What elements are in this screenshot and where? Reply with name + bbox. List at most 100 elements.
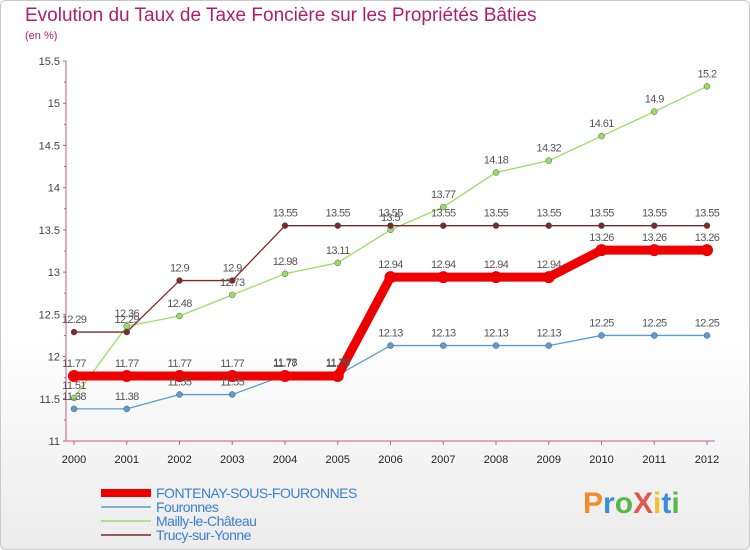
data-point xyxy=(651,222,658,229)
data-point xyxy=(703,222,711,229)
logo-letter: t xyxy=(661,487,672,520)
y-tick-label: 14.5 xyxy=(39,140,60,152)
data-label: 12.9 xyxy=(223,263,242,275)
data-point xyxy=(492,342,500,349)
data-point xyxy=(440,222,447,229)
data-point xyxy=(492,169,500,176)
data-point xyxy=(70,405,78,413)
data-label: 11.38 xyxy=(62,391,86,403)
data-label: 12.94 xyxy=(536,259,561,271)
logo-letter: X xyxy=(633,487,654,520)
logo-letter: r xyxy=(603,487,615,520)
data-point xyxy=(334,259,341,267)
data-label: 13.55 xyxy=(378,208,403,220)
data-label: 11.51 xyxy=(62,380,86,392)
proxiti-logo: ProXiti xyxy=(583,487,680,521)
data-label: 11.77 xyxy=(62,358,86,370)
data-point xyxy=(545,157,552,164)
x-tick-label: 2001 xyxy=(115,454,139,466)
y-tick-label: 15.5 xyxy=(39,56,60,68)
data-label: 12.9 xyxy=(170,263,189,275)
chart-title: Evolution du Taux de Taxe Foncière sur l… xyxy=(25,5,537,26)
x-tick-label: 2005 xyxy=(326,454,350,466)
data-label: 14.61 xyxy=(589,118,614,130)
data-label: 13.26 xyxy=(695,232,720,244)
data-label: 11.77 xyxy=(273,358,297,370)
data-label: 12.48 xyxy=(167,298,192,310)
data-label: 12.29 xyxy=(62,314,87,326)
y-tick-label: 14 xyxy=(48,183,60,195)
data-label: 12.98 xyxy=(273,256,298,268)
data-point xyxy=(598,332,605,339)
data-label: 13.55 xyxy=(642,208,667,220)
data-label: 11.77 xyxy=(326,358,350,370)
data-point xyxy=(387,342,394,349)
data-label: 13.11 xyxy=(326,245,350,257)
data-label: 13.77 xyxy=(431,189,456,201)
data-label: 13.55 xyxy=(325,208,350,220)
x-tick-label: 2003 xyxy=(220,454,244,466)
data-point xyxy=(598,132,605,140)
data-label: 12.25 xyxy=(642,317,667,329)
data-label: 12.13 xyxy=(484,328,509,340)
data-label: 12.13 xyxy=(378,328,403,340)
legend-label: Mailly-le-Château xyxy=(156,513,256,529)
data-point xyxy=(703,83,711,90)
data-label: 14.18 xyxy=(484,154,509,166)
data-label: 13.55 xyxy=(589,208,614,220)
x-tick-label: 2010 xyxy=(589,454,613,466)
data-label: 13.26 xyxy=(642,232,667,244)
x-tick-label: 2012 xyxy=(695,454,719,466)
data-point xyxy=(492,222,500,229)
data-label: 11.38 xyxy=(115,391,139,403)
data-label: 12.94 xyxy=(431,259,456,271)
data-point xyxy=(651,332,658,339)
data-label: 12.25 xyxy=(589,317,614,329)
data-point xyxy=(595,244,608,257)
data-point xyxy=(229,291,236,299)
y-tick-label: 11 xyxy=(49,436,60,448)
data-label: 13.55 xyxy=(484,208,509,220)
logo-letter: i xyxy=(671,487,680,520)
data-point xyxy=(331,369,344,382)
data-point xyxy=(70,394,78,402)
x-tick-label: 2004 xyxy=(273,454,297,466)
data-point xyxy=(384,271,397,284)
data-point xyxy=(545,342,552,349)
data-point xyxy=(437,271,450,284)
x-tick-label: 2006 xyxy=(378,454,402,466)
data-point xyxy=(542,271,555,284)
data-point xyxy=(176,312,183,320)
data-label: 12.13 xyxy=(536,328,561,340)
data-point xyxy=(648,244,661,257)
data-point xyxy=(334,222,341,229)
data-label: 13.55 xyxy=(273,208,298,220)
y-axis-unit: (en %) xyxy=(25,30,58,42)
data-label: 14.32 xyxy=(536,143,561,155)
data-label: 12.94 xyxy=(378,259,403,271)
y-tick-label: 12 xyxy=(48,352,60,364)
x-tick-label: 2000 xyxy=(62,454,86,466)
data-point xyxy=(701,244,713,257)
data-point xyxy=(440,203,447,211)
data-point xyxy=(281,222,289,229)
logo-letter: o xyxy=(614,487,634,520)
logo-letter: P xyxy=(583,487,604,520)
legend-label: Trucy-sur-Yonne xyxy=(156,527,252,543)
data-label: 11.77 xyxy=(115,358,139,370)
data-point xyxy=(70,328,78,336)
y-tick-label: 15 xyxy=(48,98,60,110)
data-point xyxy=(229,391,236,398)
data-point xyxy=(176,277,183,284)
x-tick-label: 2008 xyxy=(484,454,508,466)
data-label: 13.5 xyxy=(381,212,400,224)
data-point xyxy=(281,270,289,278)
logo-letter: i xyxy=(653,487,662,520)
data-label: 13.26 xyxy=(589,232,614,244)
y-tick-label: 13.5 xyxy=(39,225,60,237)
data-point xyxy=(123,328,130,336)
legend-label: FONTENAY-SOUS-FOURONNES xyxy=(156,485,357,501)
data-label: 14.9 xyxy=(645,94,664,106)
data-point xyxy=(226,369,239,382)
